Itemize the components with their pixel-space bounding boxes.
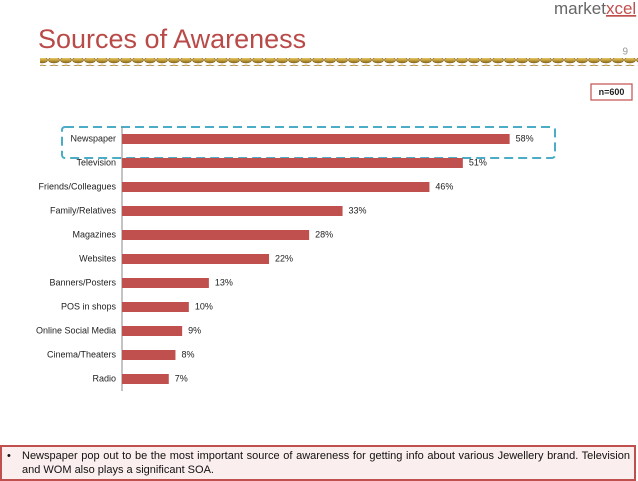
- category-label: Radio: [92, 373, 116, 383]
- category-label: POS in shops: [61, 301, 117, 311]
- bar: [122, 134, 510, 144]
- logo-left: market: [554, 0, 606, 18]
- logo-right: xcel: [606, 0, 636, 18]
- value-label: 33%: [349, 205, 367, 215]
- category-label: Television: [76, 157, 116, 167]
- bar: [122, 182, 430, 192]
- value-label: 13%: [215, 277, 233, 287]
- category-label: Banners/Posters: [49, 277, 116, 287]
- bar: [122, 350, 176, 360]
- category-label: Cinema/Theaters: [47, 349, 117, 359]
- plot: Newspaper 58% Television 51% Friends/Colleag…: [36, 133, 534, 384]
- bar: [122, 374, 169, 384]
- slide: Sources of Awareness marketxcel 9 n=600 …: [36, 0, 638, 391]
- value-label: 28%: [315, 229, 333, 239]
- value-label: 58%: [516, 133, 534, 143]
- category-label: Friends/Colleagues: [38, 181, 116, 191]
- value-label: 22%: [275, 253, 293, 263]
- note-box: • Newspaper pop out to be the most import…: [0, 445, 636, 481]
- bar: [122, 230, 310, 240]
- value-label: 51%: [469, 157, 487, 167]
- chain-divider: [40, 58, 638, 66]
- bar: [122, 254, 270, 264]
- category-label: Family/Relatives: [50, 205, 117, 215]
- value-label: 10%: [195, 301, 213, 311]
- category-label: Magazines: [72, 229, 116, 239]
- value-label: 46%: [435, 181, 453, 191]
- category-label: Websites: [79, 253, 116, 263]
- logo: marketxcel: [554, 0, 636, 18]
- bar: [122, 206, 343, 216]
- sample-size: n=600: [599, 87, 625, 97]
- title: Sources of Awareness: [38, 24, 306, 54]
- bullet: •: [7, 450, 11, 462]
- bar: [122, 158, 463, 168]
- sample-box: [590, 83, 633, 101]
- value-label: 8%: [181, 349, 194, 359]
- bar: [122, 302, 189, 312]
- value-label: 9%: [188, 325, 201, 335]
- page-number: 9: [622, 47, 628, 58]
- bar: [122, 278, 209, 288]
- category-label: Newspaper: [70, 133, 116, 143]
- category-label: Online Social Media: [36, 325, 116, 335]
- bar: [122, 326, 183, 336]
- value-label: 7%: [175, 373, 188, 383]
- note: Newspaper pop out to be the most importa…: [22, 450, 630, 476]
